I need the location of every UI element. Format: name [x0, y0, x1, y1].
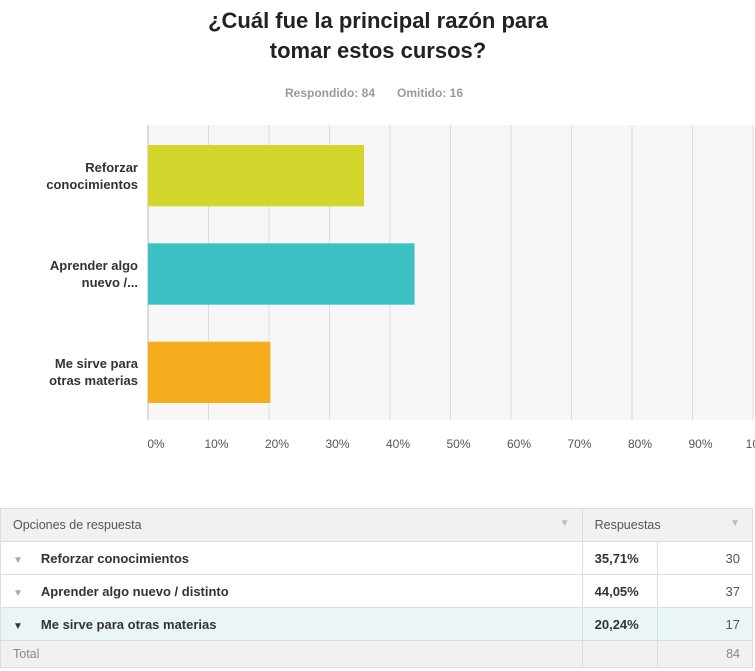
- expand-icon[interactable]: ▼: [13, 620, 23, 632]
- x-tick-label: 70%: [567, 437, 591, 451]
- table-cell: Total: [0, 640, 583, 668]
- table-row: ▼ Reforzar conocimientos 35,71% 30: [0, 541, 754, 575]
- table-row: ▼ Aprender algo nuevo / distinto 44,05% 37: [0, 574, 754, 608]
- cell-text: 44,05%: [594, 583, 639, 599]
- cell-text: 17: [725, 616, 740, 632]
- cell-text: Me sirve para otras materias: [40, 616, 217, 632]
- cell-text: 20,24%: [594, 616, 639, 632]
- cell-text: 84: [726, 647, 740, 661]
- table-row: ▼ Me sirve para otras materias 20,24% 17: [0, 607, 754, 641]
- table-cell: 44,05%: [581, 574, 658, 608]
- subtitle: Omitido: 16: [397, 86, 463, 100]
- subtitle: Respondido: 84: [285, 86, 375, 100]
- chart-area: ¿Cuál fue la principal razón para tomar e…: [46, 8, 755, 451]
- bar: [148, 145, 365, 207]
- table-cell: [581, 640, 658, 668]
- expand-icon[interactable]: ▼: [13, 587, 23, 599]
- table-cell: ▼ Respuestas: [581, 508, 754, 542]
- table-cell: 17: [656, 607, 754, 641]
- table-cell: 35,71%: [581, 541, 658, 575]
- sort-icon[interactable]: ▼: [559, 518, 570, 529]
- category-label: Me sirve para otras materias: [49, 356, 138, 389]
- x-tick-label: 30%: [325, 437, 349, 451]
- table-cell: ▼ Aprender algo nuevo / distinto: [0, 574, 583, 608]
- category-label: Reforzar conocimientos: [46, 159, 138, 192]
- bar: [148, 341, 271, 403]
- results-table: ▼ Opciones de respuesta ▼ Respuestas ▼ Reforz…: [0, 508, 754, 668]
- table-row: Total 84: [0, 640, 754, 668]
- x-tick-label: 100%: [746, 437, 755, 451]
- table-cell: 84: [656, 640, 754, 668]
- chart: ¿Cuál fue la principal razón para tomar e…: [147, 8, 755, 451]
- x-tick-label: 20%: [265, 437, 289, 451]
- cell-text: Opciones de respuesta: [13, 518, 142, 532]
- table-cell: 30: [656, 541, 754, 575]
- expand-icon[interactable]: ▼: [13, 554, 23, 566]
- x-tick-label: 50%: [446, 437, 470, 451]
- x-tick-label: 40%: [386, 437, 410, 451]
- table-cell: 37: [656, 574, 754, 608]
- x-tick-label: 80%: [628, 437, 652, 451]
- cell-text: 30: [725, 550, 740, 566]
- sort-icon[interactable]: ▼: [730, 518, 740, 529]
- x-tick-label: 10%: [204, 437, 228, 451]
- bar: [148, 243, 415, 305]
- cell-text: 35,71%: [594, 550, 639, 566]
- table-row: ▼ Opciones de respuesta ▼ Respuestas: [0, 508, 754, 542]
- x-tick-label: 60%: [507, 437, 531, 451]
- x-tick-label: 90%: [688, 437, 712, 451]
- category-label: Aprender algo nuevo /...: [49, 258, 138, 290]
- cell-text: Respuestas: [594, 518, 661, 532]
- chart-title: ¿Cuál fue la principal razón para tomar e…: [208, 8, 549, 63]
- table-cell: 20,24%: [581, 607, 658, 641]
- table-cell: ▼ Reforzar conocimientos: [0, 541, 583, 575]
- cell-text: 37: [725, 583, 740, 599]
- x-tick-label: 0%: [147, 437, 165, 451]
- table-cell: ▼ Opciones de respuesta: [0, 508, 583, 542]
- cell-text: Reforzar conocimientos: [40, 550, 189, 566]
- table-cell: ▼ Me sirve para otras materias: [0, 607, 583, 641]
- cell-text: Aprender algo nuevo / distinto: [40, 583, 229, 599]
- cell-text: Total: [13, 647, 40, 661]
